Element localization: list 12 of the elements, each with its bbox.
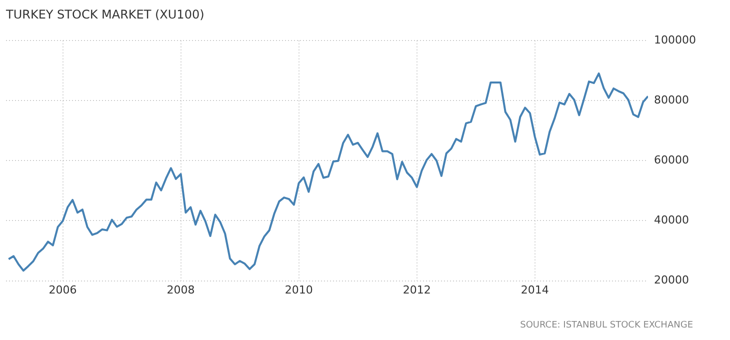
x-tick-label: 2008	[166, 283, 195, 296]
y-tick-label: 100000	[654, 33, 696, 46]
y-tick-label: 40000	[654, 214, 690, 227]
y-tick-label: 60000	[654, 153, 690, 166]
source-note: SOURCE: ISTANBUL STOCK EXCHANGE	[520, 320, 694, 330]
x-tick-label: 2014	[520, 283, 549, 296]
y-tick-label: 20000	[654, 274, 690, 287]
x-tick-label: 2006	[48, 283, 77, 296]
x-tick-label: 2012	[402, 283, 431, 296]
x-tick-label: 2010	[284, 283, 313, 296]
y-tick-label: 80000	[654, 93, 690, 106]
chart-title: TURKEY STOCK MARKET (XU100)	[5, 7, 204, 22]
